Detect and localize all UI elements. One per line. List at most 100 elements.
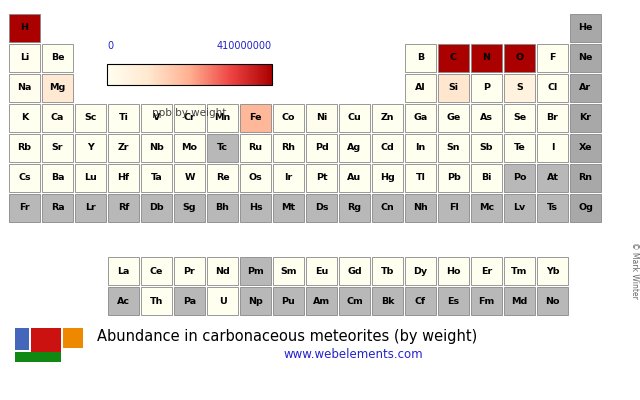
Text: Am: Am xyxy=(313,296,330,306)
Bar xyxy=(504,44,535,72)
Text: Eu: Eu xyxy=(315,266,328,276)
Text: Np: Np xyxy=(248,296,263,306)
Bar xyxy=(339,134,371,162)
Bar xyxy=(42,164,73,192)
Bar xyxy=(504,104,535,132)
Text: Ru: Ru xyxy=(248,144,262,152)
Bar xyxy=(207,164,238,192)
Text: Ac: Ac xyxy=(117,296,130,306)
Text: Cl: Cl xyxy=(547,84,557,92)
Text: Abundance in carbonaceous meteorites (by weight): Abundance in carbonaceous meteorites (by… xyxy=(97,330,477,344)
Bar xyxy=(404,194,436,222)
Text: Cd: Cd xyxy=(381,144,394,152)
Text: I: I xyxy=(551,144,554,152)
Text: Cu: Cu xyxy=(348,114,362,122)
Bar xyxy=(240,194,271,222)
Bar xyxy=(273,287,304,315)
Text: © Mark Winter: © Mark Winter xyxy=(630,242,639,298)
Bar xyxy=(141,134,172,162)
Text: Re: Re xyxy=(216,174,229,182)
Text: Th: Th xyxy=(150,296,163,306)
Bar xyxy=(339,164,371,192)
Bar xyxy=(273,104,304,132)
Bar xyxy=(173,287,205,315)
Text: Fe: Fe xyxy=(249,114,262,122)
Text: Es: Es xyxy=(447,296,460,306)
Text: P: P xyxy=(483,84,490,92)
Text: Hg: Hg xyxy=(380,174,395,182)
Bar xyxy=(273,134,304,162)
Text: Ir: Ir xyxy=(284,174,292,182)
Text: Ho: Ho xyxy=(446,266,461,276)
Bar xyxy=(240,257,271,285)
Text: Tl: Tl xyxy=(415,174,426,182)
Text: Fm: Fm xyxy=(478,296,495,306)
Text: Rh: Rh xyxy=(282,144,296,152)
Text: Sb: Sb xyxy=(480,144,493,152)
Text: W: W xyxy=(184,174,195,182)
Bar xyxy=(306,257,337,285)
Text: V: V xyxy=(153,114,160,122)
Text: Si: Si xyxy=(449,84,458,92)
Text: Na: Na xyxy=(17,84,32,92)
Bar xyxy=(504,257,535,285)
Bar xyxy=(471,74,502,102)
Text: H: H xyxy=(20,24,29,32)
Text: Tm: Tm xyxy=(511,266,528,276)
Text: Hs: Hs xyxy=(249,204,262,212)
Bar xyxy=(108,164,140,192)
Text: Te: Te xyxy=(514,144,525,152)
Text: Ta: Ta xyxy=(150,174,163,182)
Text: Ge: Ge xyxy=(446,114,461,122)
Text: S: S xyxy=(516,84,523,92)
Text: Mc: Mc xyxy=(479,204,494,212)
Text: K: K xyxy=(21,114,28,122)
Bar xyxy=(471,134,502,162)
Bar xyxy=(438,194,469,222)
Text: Pu: Pu xyxy=(282,296,296,306)
Bar xyxy=(339,194,371,222)
Bar xyxy=(570,104,601,132)
Text: Bh: Bh xyxy=(216,204,229,212)
Text: Mo: Mo xyxy=(182,144,198,152)
Text: Au: Au xyxy=(348,174,362,182)
Text: F: F xyxy=(549,54,556,62)
Bar xyxy=(108,287,140,315)
Bar xyxy=(9,44,40,72)
Bar xyxy=(306,134,337,162)
Bar xyxy=(372,194,403,222)
Bar xyxy=(471,287,502,315)
Text: Nd: Nd xyxy=(215,266,230,276)
Bar xyxy=(173,134,205,162)
Text: Dy: Dy xyxy=(413,266,428,276)
Bar xyxy=(207,104,238,132)
Bar xyxy=(372,257,403,285)
Bar xyxy=(537,74,568,102)
Text: Zn: Zn xyxy=(381,114,394,122)
Text: Pm: Pm xyxy=(247,266,264,276)
Bar xyxy=(504,164,535,192)
Text: B: B xyxy=(417,54,424,62)
Text: Nb: Nb xyxy=(149,144,164,152)
Text: Rf: Rf xyxy=(118,204,129,212)
Bar xyxy=(438,287,469,315)
Bar xyxy=(108,104,140,132)
Text: Sc: Sc xyxy=(84,114,97,122)
Bar xyxy=(306,194,337,222)
Text: Be: Be xyxy=(51,54,64,62)
Bar xyxy=(372,104,403,132)
Bar xyxy=(372,164,403,192)
Bar xyxy=(471,194,502,222)
Text: Tc: Tc xyxy=(217,144,228,152)
Bar xyxy=(207,134,238,162)
Bar xyxy=(141,194,172,222)
Text: Kr: Kr xyxy=(579,114,591,122)
Text: Fl: Fl xyxy=(449,204,458,212)
Text: Md: Md xyxy=(511,296,527,306)
Text: Er: Er xyxy=(481,266,492,276)
Bar xyxy=(173,164,205,192)
Text: He: He xyxy=(579,24,593,32)
Bar xyxy=(438,74,469,102)
Bar xyxy=(306,164,337,192)
Bar xyxy=(570,134,601,162)
